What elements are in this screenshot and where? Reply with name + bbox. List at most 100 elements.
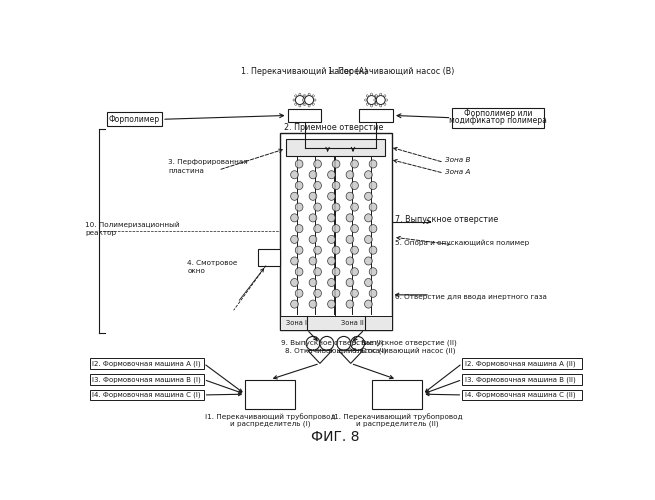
Text: 6. Отверстие для ввода инертного газа: 6. Отверстие для ввода инертного газа bbox=[396, 294, 547, 300]
Text: Зона I: Зона I bbox=[286, 320, 307, 326]
Circle shape bbox=[384, 103, 386, 106]
Ellipse shape bbox=[365, 257, 372, 265]
Ellipse shape bbox=[350, 203, 358, 211]
Circle shape bbox=[308, 93, 310, 96]
Ellipse shape bbox=[365, 278, 372, 286]
Ellipse shape bbox=[350, 160, 358, 168]
Circle shape bbox=[308, 105, 310, 107]
Circle shape bbox=[376, 96, 385, 104]
Ellipse shape bbox=[369, 182, 377, 190]
Ellipse shape bbox=[346, 170, 354, 179]
Text: I4. Формовочная машина C (II): I4. Формовочная машина C (II) bbox=[464, 392, 575, 398]
Circle shape bbox=[375, 103, 378, 106]
Bar bbox=[462, 390, 582, 400]
Ellipse shape bbox=[291, 300, 298, 308]
Text: 1. Перекачивающий насос (А): 1. Перекачивающий насос (А) bbox=[241, 67, 367, 76]
Circle shape bbox=[304, 103, 306, 106]
Bar bbox=[90, 374, 204, 385]
Text: 7. Выпускное отверстие: 7. Выпускное отверстие bbox=[396, 215, 498, 224]
Ellipse shape bbox=[295, 160, 303, 168]
Text: I4. Формовочная машина C (I): I4. Формовочная машина C (I) bbox=[92, 392, 200, 398]
Circle shape bbox=[371, 105, 373, 107]
Circle shape bbox=[337, 336, 350, 350]
Ellipse shape bbox=[350, 182, 358, 190]
Ellipse shape bbox=[365, 214, 372, 222]
Circle shape bbox=[320, 336, 334, 350]
Ellipse shape bbox=[314, 160, 322, 168]
Ellipse shape bbox=[314, 268, 322, 276]
Ellipse shape bbox=[332, 224, 340, 232]
Ellipse shape bbox=[309, 236, 317, 244]
Ellipse shape bbox=[328, 278, 335, 286]
Bar bbox=[90, 358, 204, 369]
Ellipse shape bbox=[365, 170, 372, 179]
Ellipse shape bbox=[314, 182, 322, 190]
Ellipse shape bbox=[291, 236, 298, 244]
Text: I3. Формовочная машина B (I): I3. Формовочная машина B (I) bbox=[92, 376, 200, 383]
Bar bbox=[359, 110, 393, 122]
Circle shape bbox=[312, 103, 314, 106]
Text: Зона II: Зона II bbox=[341, 320, 364, 326]
Circle shape bbox=[305, 96, 314, 104]
Ellipse shape bbox=[314, 203, 322, 211]
Ellipse shape bbox=[350, 290, 358, 298]
Text: Зона А: Зона А bbox=[445, 168, 471, 174]
Circle shape bbox=[376, 99, 379, 101]
Bar bbox=[90, 390, 204, 400]
Text: I3. Формовочная машина B (II): I3. Формовочная машина B (II) bbox=[464, 376, 575, 383]
Circle shape bbox=[365, 99, 367, 101]
Text: I2. Формовочная машина A (I): I2. Формовочная машина A (I) bbox=[92, 360, 200, 366]
Ellipse shape bbox=[309, 192, 317, 200]
Ellipse shape bbox=[328, 300, 335, 308]
Ellipse shape bbox=[369, 160, 377, 168]
Ellipse shape bbox=[350, 246, 358, 254]
Ellipse shape bbox=[309, 300, 317, 308]
Bar bbox=[245, 380, 295, 409]
Bar bbox=[462, 374, 582, 385]
Circle shape bbox=[371, 93, 373, 96]
Ellipse shape bbox=[346, 192, 354, 200]
Text: I1. Перекачивающий трубопровод: I1. Перекачивающий трубопровод bbox=[204, 413, 335, 420]
Polygon shape bbox=[339, 350, 363, 364]
Text: 9. Выпускное отверстие (I): 9. Выпускное отверстие (I) bbox=[282, 340, 384, 346]
Ellipse shape bbox=[295, 182, 303, 190]
Ellipse shape bbox=[332, 268, 340, 276]
Ellipse shape bbox=[369, 268, 377, 276]
Ellipse shape bbox=[309, 170, 317, 179]
Text: 3. Перфорированная: 3. Перфорированная bbox=[168, 160, 248, 166]
Bar bbox=[280, 316, 392, 330]
Ellipse shape bbox=[328, 214, 335, 222]
Ellipse shape bbox=[291, 278, 298, 286]
Circle shape bbox=[366, 95, 368, 97]
Circle shape bbox=[366, 103, 368, 106]
Ellipse shape bbox=[291, 170, 298, 179]
Ellipse shape bbox=[369, 290, 377, 298]
Ellipse shape bbox=[346, 278, 354, 286]
Circle shape bbox=[380, 105, 382, 107]
Bar bbox=[288, 110, 322, 122]
Ellipse shape bbox=[291, 192, 298, 200]
Circle shape bbox=[350, 336, 365, 350]
Ellipse shape bbox=[369, 224, 377, 232]
Circle shape bbox=[305, 99, 307, 101]
Ellipse shape bbox=[314, 290, 322, 298]
Ellipse shape bbox=[365, 236, 372, 244]
Bar bbox=[372, 380, 422, 409]
Circle shape bbox=[303, 103, 305, 106]
Ellipse shape bbox=[369, 246, 377, 254]
Ellipse shape bbox=[295, 203, 303, 211]
Text: 10. Полимеризационный: 10. Полимеризационный bbox=[85, 222, 179, 228]
Text: модификатор полимера: модификатор полимера bbox=[449, 116, 547, 126]
Bar bbox=[280, 133, 392, 330]
Bar bbox=[462, 358, 582, 369]
Ellipse shape bbox=[309, 278, 317, 286]
Text: 1. Перекачивающий насос (В): 1. Перекачивающий насос (В) bbox=[328, 67, 455, 76]
Ellipse shape bbox=[365, 300, 372, 308]
Ellipse shape bbox=[346, 236, 354, 244]
Ellipse shape bbox=[350, 224, 358, 232]
Ellipse shape bbox=[295, 290, 303, 298]
Circle shape bbox=[386, 99, 388, 101]
Text: 9. Выпускное отверстие (II): 9. Выпускное отверстие (II) bbox=[352, 340, 457, 346]
Ellipse shape bbox=[328, 170, 335, 179]
Text: 8. Откачивающий насос (II): 8. Откачивающий насос (II) bbox=[352, 348, 456, 354]
